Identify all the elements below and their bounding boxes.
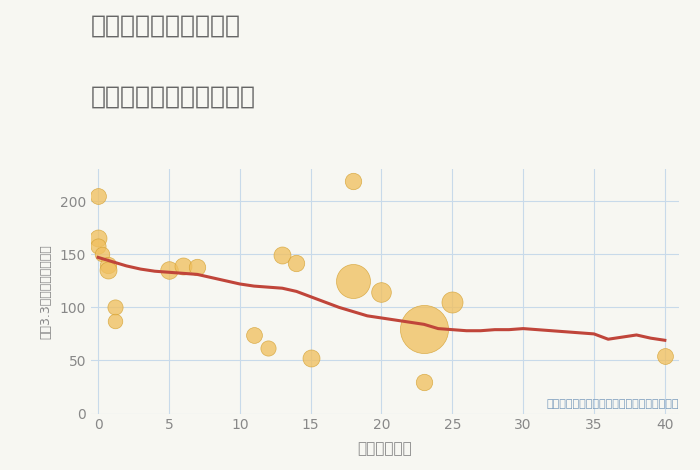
Point: [248, 331, 260, 339]
Point: [102, 266, 113, 274]
Point: [102, 261, 113, 268]
Point: [262, 344, 274, 352]
Point: [178, 262, 189, 270]
Point: [347, 277, 358, 284]
Point: [97, 251, 108, 258]
Point: [276, 251, 288, 259]
Text: 兵庫県西宮市田中町の: 兵庫県西宮市田中町の: [91, 14, 241, 38]
Text: 築年数別中古戸建て価格: 築年数別中古戸建て価格: [91, 85, 256, 109]
Point: [290, 259, 302, 266]
Text: 円の大きさは、取引のあった物件面積を示す: 円の大きさは、取引のあった物件面積を示す: [547, 399, 679, 409]
Point: [192, 263, 203, 271]
Point: [92, 192, 104, 200]
Point: [109, 317, 120, 325]
Point: [376, 289, 387, 296]
Point: [92, 242, 104, 250]
Point: [109, 304, 120, 311]
Point: [163, 266, 174, 274]
Point: [347, 177, 358, 185]
Point: [659, 352, 671, 360]
Point: [92, 235, 104, 242]
Point: [447, 298, 458, 306]
X-axis label: 築年数（年）: 築年数（年）: [358, 441, 412, 456]
Y-axis label: 坪（3.3㎡）単価（万円）: 坪（3.3㎡）単価（万円）: [40, 244, 52, 339]
Point: [419, 325, 430, 332]
Point: [419, 378, 430, 385]
Point: [305, 354, 316, 362]
